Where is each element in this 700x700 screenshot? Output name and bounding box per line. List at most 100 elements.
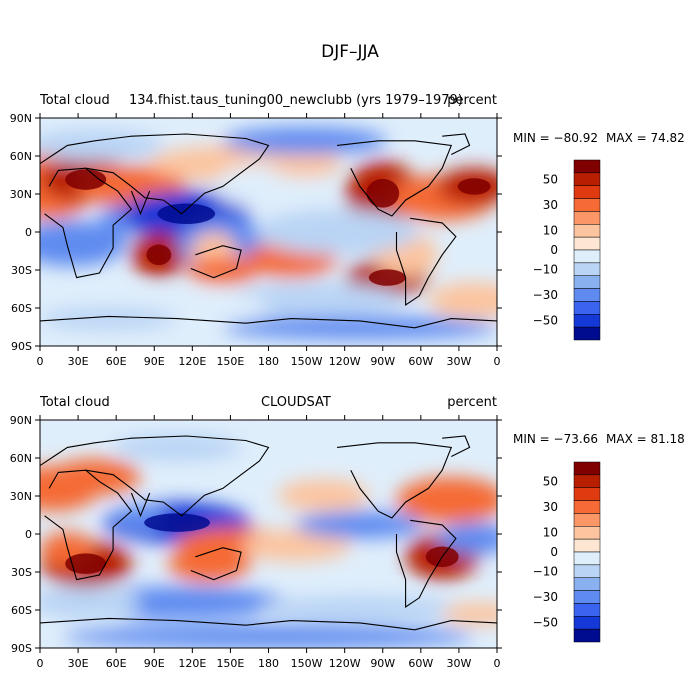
x-tick-label: 0 <box>494 657 501 670</box>
coastline <box>130 190 151 216</box>
y-tick-label: 90S <box>11 642 32 655</box>
coastline <box>442 133 471 155</box>
colorbar-label: 10 <box>543 526 558 540</box>
coastline <box>40 435 270 517</box>
contour-blob <box>113 433 242 462</box>
colorbar-swatch <box>573 616 601 630</box>
coastline <box>395 217 457 307</box>
colorbar-label: 50 <box>543 172 558 186</box>
contour-blob <box>40 129 164 162</box>
x-tick-label: 30E <box>68 657 89 670</box>
contour-blob <box>222 316 497 340</box>
y-tick-label: 0 <box>25 226 32 239</box>
colorbar-label: −30 <box>533 590 558 604</box>
contour-blob <box>396 477 497 523</box>
y-tick-label: 60N <box>10 452 32 465</box>
colorbar-swatch <box>573 288 601 302</box>
contour-core <box>65 553 107 574</box>
panel-left-title: Total cloud <box>39 395 110 410</box>
contour-field <box>40 127 497 340</box>
x-tick-label: 90W <box>370 355 395 368</box>
coastline <box>395 519 457 609</box>
panel-center-title: 134.fhist.taus_tuning00_newclubb (yrs 19… <box>129 93 463 108</box>
colorbar-swatch <box>573 159 601 174</box>
contour-core <box>366 178 400 208</box>
coastline <box>337 442 453 519</box>
y-tick-label: 90N <box>10 112 32 125</box>
colorbar-label: −10 <box>533 564 558 578</box>
contour-blob <box>40 307 178 331</box>
contour-blob <box>254 209 420 255</box>
x-tick-label: 150W <box>291 355 323 368</box>
colorbar-swatch <box>573 487 601 501</box>
contour-core <box>146 244 172 266</box>
contour-blob <box>268 149 342 178</box>
y-tick-label: 90S <box>11 340 32 353</box>
coastline <box>130 492 151 518</box>
max-label: MAX = 74.82 <box>606 131 685 145</box>
x-tick-label: 150E <box>216 355 244 368</box>
min-label: MIN = −73.66 <box>513 432 598 446</box>
colorbar-label: −10 <box>533 262 558 276</box>
x-tick-label: 90E <box>144 657 165 670</box>
x-tick-label: 120W <box>329 657 361 670</box>
contour-core <box>368 269 406 286</box>
chart-title: DJF–JJA <box>321 42 379 62</box>
colorbar-swatch <box>573 577 601 591</box>
colorbar-label: −30 <box>533 288 558 302</box>
colorbar-label: −50 <box>533 616 558 630</box>
colorbar-label: 30 <box>543 198 558 212</box>
colorbar-swatch <box>573 461 601 476</box>
contour-blob <box>222 282 406 319</box>
colorbar-label: 10 <box>543 224 558 238</box>
contour-blob <box>49 458 141 496</box>
colorbar-swatch <box>573 198 601 212</box>
x-tick-label: 150W <box>291 657 323 670</box>
x-tick-label: 150E <box>216 657 244 670</box>
coastline <box>337 140 453 217</box>
y-tick-label: 30N <box>10 490 32 503</box>
coastline <box>40 315 497 329</box>
y-tick-label: 60S <box>11 302 32 315</box>
map-panel-1: 0 30E 60E 90E 120E 150E 180 150W 120W 90W 60W 30W 09… <box>10 93 685 368</box>
contour-blob <box>40 586 141 619</box>
contour-blob <box>241 529 351 562</box>
x-tick-label: 0 <box>37 355 44 368</box>
coastline <box>40 133 270 215</box>
x-tick-label: 120W <box>329 355 361 368</box>
min-label: MIN = −80.92 <box>513 131 598 145</box>
y-tick-label: 30S <box>11 566 32 579</box>
coastlines <box>40 133 497 329</box>
contour-core <box>144 513 211 532</box>
x-tick-label: 60W <box>408 355 433 368</box>
contour-core <box>65 169 107 190</box>
contour-blob <box>222 127 388 155</box>
y-tick-label: 60N <box>10 150 32 163</box>
contour-blob <box>442 602 497 626</box>
contour-core <box>457 178 491 195</box>
colorbar-swatch <box>573 513 601 527</box>
contour-blob <box>259 595 461 623</box>
coastline <box>442 435 471 457</box>
x-tick-label: 60E <box>106 355 127 368</box>
colorbar-swatch <box>573 590 601 604</box>
x-tick-label: 120E <box>178 657 206 670</box>
colorbar-swatch <box>573 236 601 251</box>
coastlines <box>40 435 497 631</box>
panel-right-title: percent <box>447 395 497 410</box>
colorbar-swatch <box>573 474 601 488</box>
contour-blob <box>437 522 497 555</box>
colorbar-label: −50 <box>533 314 558 328</box>
colorbar-label: 0 <box>550 243 558 257</box>
map-panel-2: 0 30E 60E 90E 120E 150E 180 150W 120W 90W 60W 30W 09… <box>10 395 685 670</box>
panel-right-title: percent <box>447 93 497 108</box>
colorbar-swatch <box>573 564 601 578</box>
contour-blob <box>40 220 127 267</box>
x-tick-label: 180 <box>258 355 279 368</box>
colorbar-swatch <box>573 326 601 341</box>
contour-field <box>40 433 497 648</box>
x-tick-label: 30E <box>68 355 89 368</box>
colorbar-label: 50 <box>543 474 558 488</box>
colorbar-swatch <box>573 526 601 540</box>
